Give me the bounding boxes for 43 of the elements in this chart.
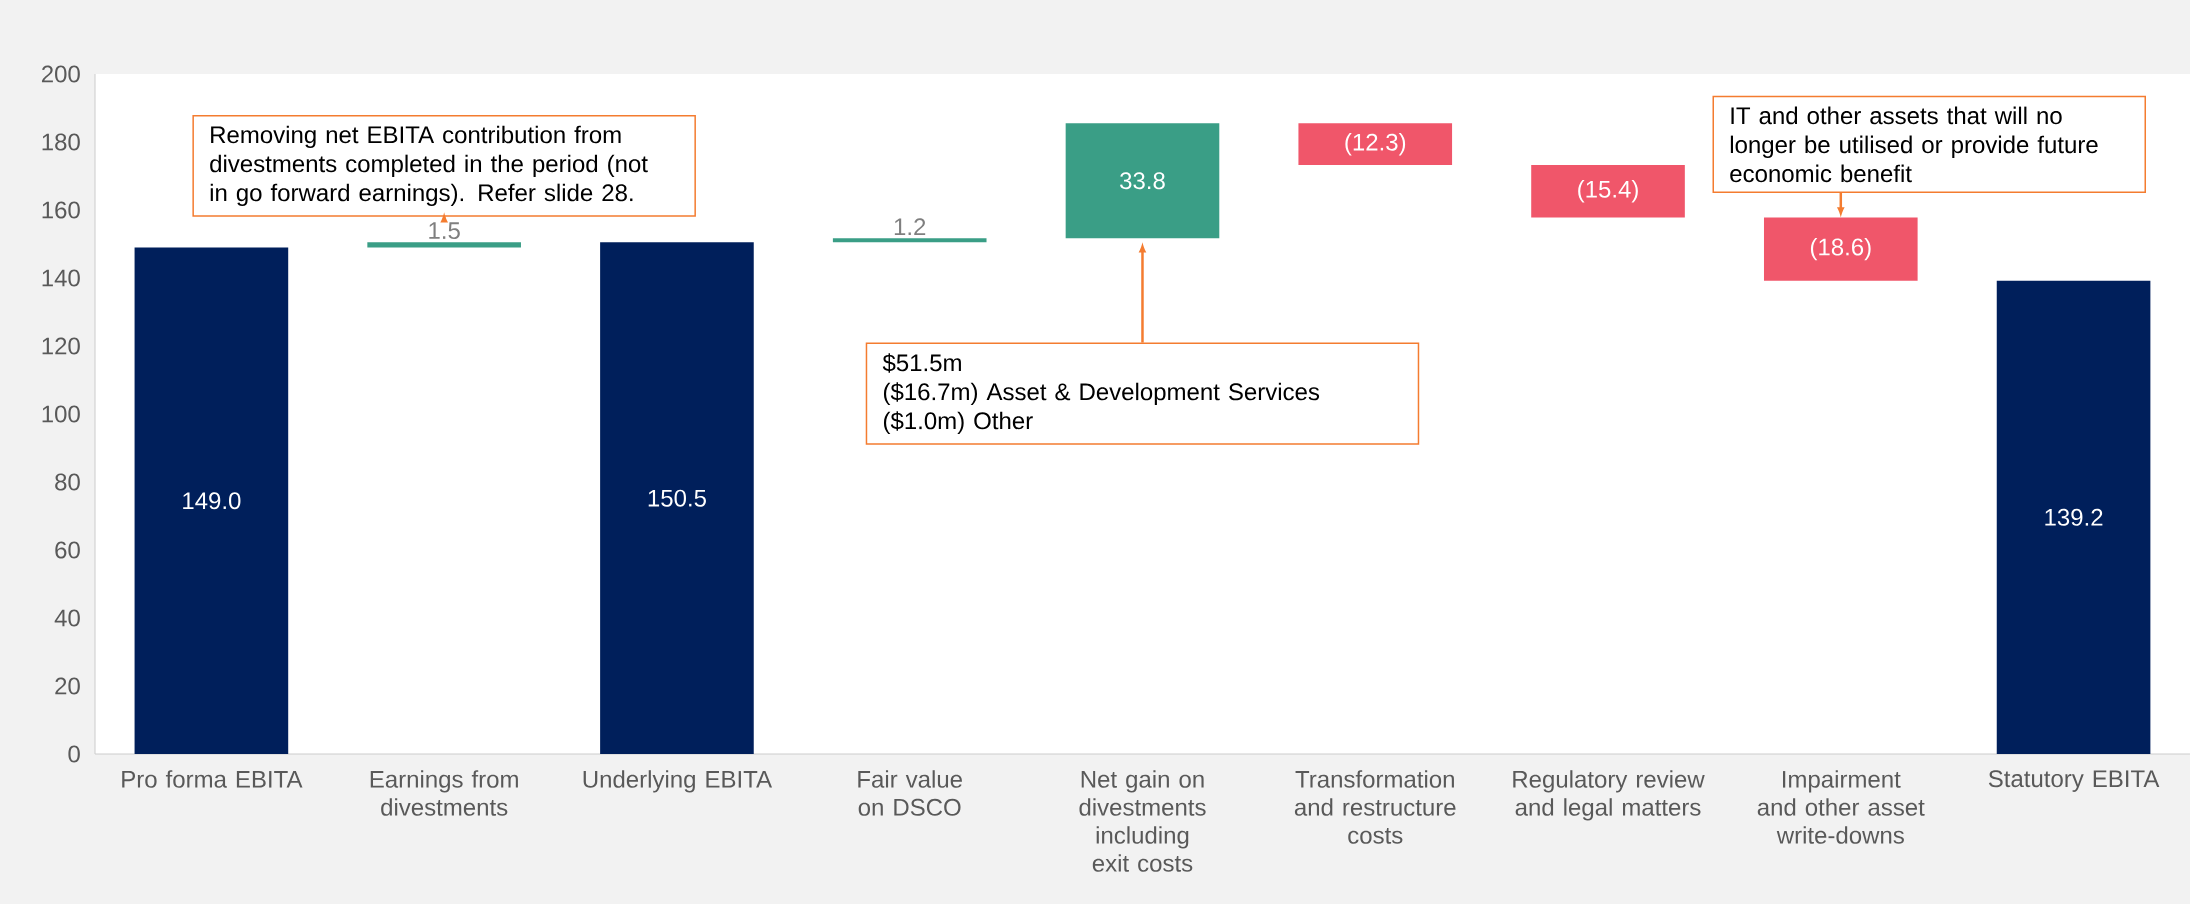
annotation: $51.5m — [882, 353, 961, 373]
bar — [1996, 280, 2151, 754]
bar — [1531, 165, 1685, 218]
annotation: ($16.7m) Asset & Development Services — [883, 382, 1320, 406]
x-tick-label: Earnings from divestments — [370, 770, 518, 816]
y-tick-label: 160 — [42, 201, 80, 219]
x-tick-label: Regulatory review and legal matters — [1513, 770, 1705, 821]
data-label: 1.5 — [429, 222, 460, 240]
bar — [1298, 123, 1453, 166]
data-label: (12.3) — [1345, 133, 1406, 156]
x-tick-label: Underlying EBITA — [583, 770, 773, 793]
bar — [367, 242, 521, 248]
y-tick-label: 200 — [41, 65, 80, 83]
x-tick-label: Net gain on divestments including exit costs — [1079, 770, 1206, 872]
y-tick-label: 80 — [55, 473, 80, 491]
y-tick-label: 0 — [68, 745, 80, 763]
annotation: ($1.0m) Other — [883, 411, 1033, 435]
bar — [1065, 123, 1220, 239]
annotation: IT and other assets that will no longer be utilised or provide future economic benefit — [1730, 106, 2098, 183]
annotation: Removing net EBITA contribution from divestments completed in the period (not in go forward earnings). Refer slide 28. — [210, 125, 648, 207]
data-label: 150.5 — [648, 489, 706, 507]
data-label: 139.2 — [2045, 508, 2103, 526]
data-label: 1.2 — [894, 218, 926, 236]
bar — [1763, 217, 1918, 281]
x-tick-label: Pro forma EBITA — [122, 770, 303, 788]
y-tick-label: 120 — [42, 337, 80, 355]
bar — [134, 247, 289, 754]
bar — [600, 242, 754, 754]
y-tick-label: 100 — [42, 405, 80, 423]
x-tick-label: Impairment and other asset write-downs — [1757, 770, 1925, 844]
y-tick-label: 40 — [54, 609, 80, 627]
x-tick-label: Statutory EBITA — [1988, 770, 2160, 792]
x-tick-label: Fair value on DSCO — [858, 770, 962, 816]
y-tick-label: 140 — [42, 269, 80, 287]
data-label: (15.4) — [1578, 180, 1638, 203]
data-label: 149.0 — [183, 492, 241, 510]
data-label: (18.6) — [1810, 237, 1871, 261]
bar — [832, 238, 987, 243]
y-tick-label: 20 — [55, 677, 80, 695]
data-label: 33.8 — [1120, 172, 1165, 190]
x-tick-label: Transformation and restructure costs — [1294, 770, 1456, 844]
y-tick-label: 180 — [42, 133, 80, 151]
y-tick-label: 60 — [55, 541, 80, 559]
